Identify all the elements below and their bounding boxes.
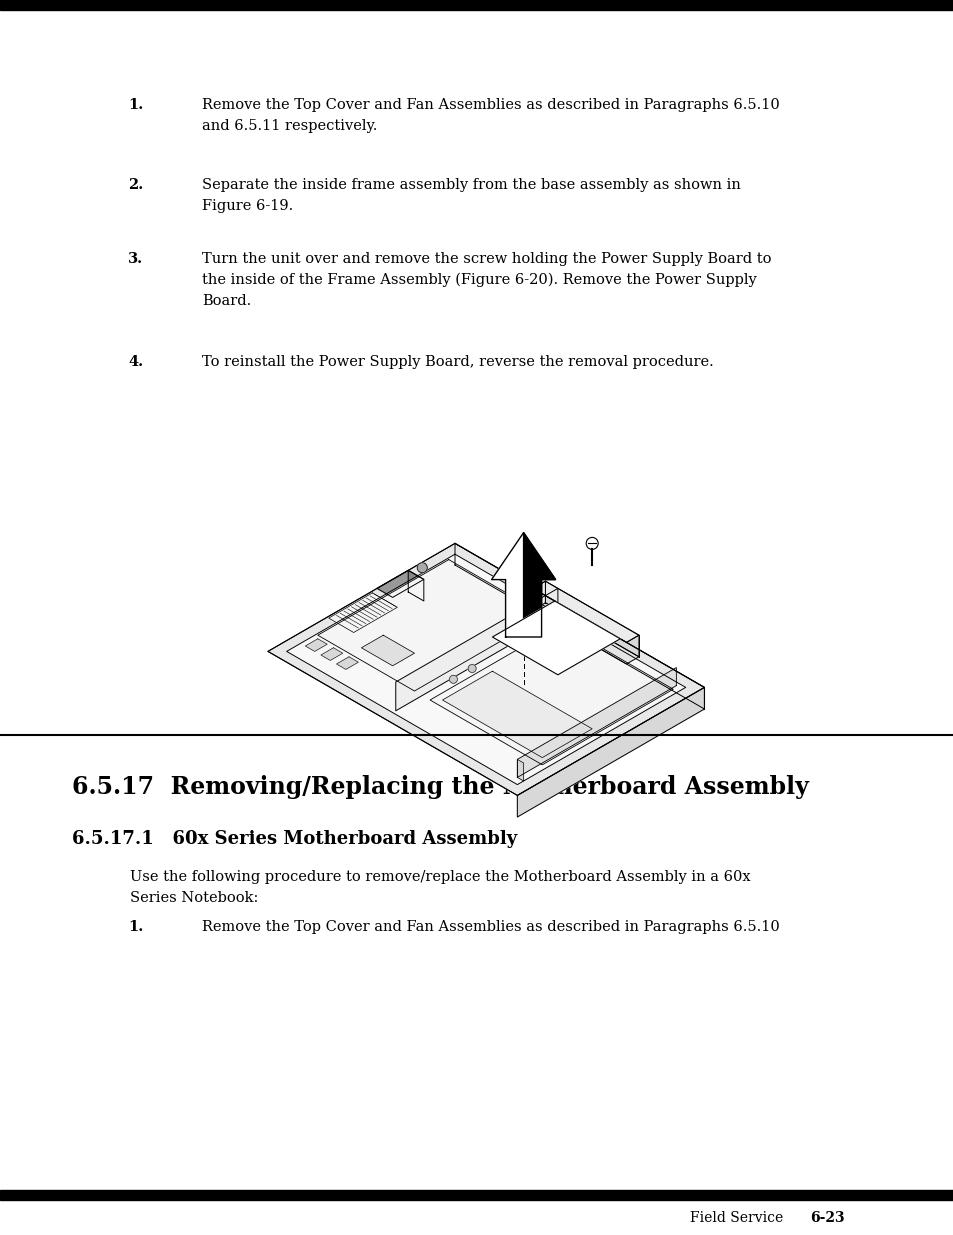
Polygon shape: [268, 543, 703, 795]
Bar: [0, 1191, 953, 1200]
Polygon shape: [430, 625, 673, 764]
Text: 2.: 2.: [128, 178, 143, 191]
Polygon shape: [408, 571, 423, 601]
Text: Use the following procedure to remove/replace the Motherboard Assembly in a 60x
: Use the following procedure to remove/re…: [130, 869, 750, 904]
Polygon shape: [329, 593, 396, 632]
Polygon shape: [361, 635, 414, 666]
Text: 6.5.17.1   60x Series Motherboard Assembly: 6.5.17.1 60x Series Motherboard Assembly: [71, 830, 517, 848]
Polygon shape: [533, 603, 639, 664]
Text: 6.5.17  Removing/Replacing the Motherboard Assembly: 6.5.17 Removing/Replacing the Motherboar…: [71, 776, 808, 799]
Circle shape: [585, 537, 598, 550]
Text: Turn the unit over and remove the screw holding the Power Supply Board to
the in: Turn the unit over and remove the screw …: [202, 252, 771, 308]
Text: 1.: 1.: [128, 98, 143, 112]
Polygon shape: [455, 543, 703, 709]
Polygon shape: [376, 571, 423, 598]
Polygon shape: [395, 588, 558, 711]
Polygon shape: [492, 601, 619, 674]
Polygon shape: [545, 582, 639, 657]
Polygon shape: [268, 543, 703, 795]
Text: Remove the Top Cover and Fan Assemblies as described in Paragraphs 6.5.10: Remove the Top Cover and Fan Assemblies …: [202, 920, 779, 934]
Polygon shape: [517, 688, 703, 818]
Polygon shape: [442, 671, 592, 757]
Polygon shape: [517, 668, 676, 777]
Text: 3.: 3.: [128, 252, 143, 266]
Circle shape: [468, 664, 476, 673]
Text: Field Service: Field Service: [689, 1212, 782, 1225]
Polygon shape: [491, 532, 523, 637]
Polygon shape: [286, 555, 685, 784]
Polygon shape: [517, 760, 523, 781]
Polygon shape: [523, 532, 555, 637]
Polygon shape: [533, 582, 639, 642]
Bar: [0, 0, 953, 10]
Text: 1.: 1.: [128, 920, 143, 934]
Polygon shape: [317, 559, 545, 692]
Polygon shape: [305, 638, 327, 651]
Text: 4.: 4.: [128, 354, 143, 369]
Polygon shape: [320, 648, 342, 661]
Polygon shape: [336, 657, 358, 669]
Circle shape: [416, 563, 427, 573]
Circle shape: [449, 676, 456, 683]
Text: 6-23: 6-23: [809, 1212, 843, 1225]
Text: Separate the inside frame assembly from the base assembly as shown in
Figure 6-1: Separate the inside frame assembly from …: [202, 178, 740, 212]
Text: Remove the Top Cover and Fan Assemblies as described in Paragraphs 6.5.10
and 6.: Remove the Top Cover and Fan Assemblies …: [202, 98, 779, 132]
Text: To reinstall the Power Supply Board, reverse the removal procedure.: To reinstall the Power Supply Board, rev…: [202, 354, 713, 369]
